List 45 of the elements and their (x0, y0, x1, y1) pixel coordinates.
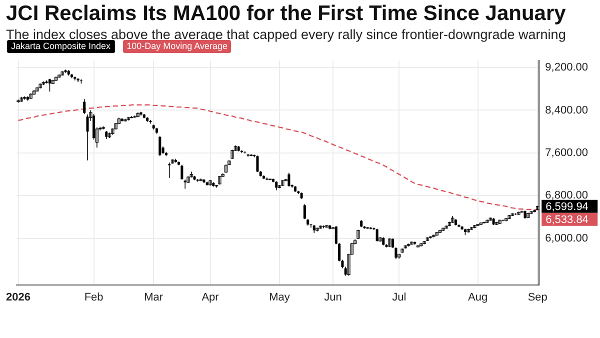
y-tick-label: 8,400.00 (545, 104, 588, 116)
candlestick (256, 155, 259, 173)
candlestick (83, 98, 86, 114)
candlestick (54, 76, 58, 82)
y-tick-label: 6,800.00 (545, 190, 588, 202)
candlestick (158, 135, 162, 157)
candlestick (420, 242, 423, 247)
candlestick (356, 229, 360, 240)
candlestick (168, 162, 171, 178)
candlestick (303, 204, 306, 220)
candlestick (376, 228, 378, 242)
x-tick-label: 2026 (6, 291, 30, 304)
candlestick (48, 78, 51, 92)
x-tick-label: May (269, 291, 290, 304)
x-tick-label: Jul (392, 291, 406, 304)
candlestick (394, 247, 398, 260)
candlestick (504, 218, 508, 222)
y-tick-label: 7,600.00 (545, 146, 588, 159)
candlestick (288, 172, 290, 187)
candlestick (451, 216, 454, 224)
annotation: 6,599.94 (546, 200, 588, 213)
candlestick (180, 164, 184, 180)
candlestick (318, 225, 322, 230)
candlestick (275, 180, 278, 191)
annotation: 6,533.84 (546, 214, 588, 226)
x-tick-label: Feb (84, 291, 104, 304)
candlestick (126, 116, 130, 121)
candlestick (86, 114, 89, 161)
candlestick (230, 149, 234, 160)
candlestick (32, 90, 36, 96)
y-tick-label: 6,000.00 (545, 232, 588, 244)
chart-subtitle: The index closes above the average that capped every rally since frontier-downgrade warning (6, 27, 566, 42)
y-tick-label: 9,200.00 (545, 62, 588, 74)
x-tick-label: Mar (144, 291, 164, 304)
x-tick-label: Sep (528, 291, 548, 304)
text: 100-Day Moving Average (122, 40, 232, 53)
x-tick-label: Jun (324, 291, 342, 304)
x-tick-label: Aug (468, 291, 488, 304)
candlestick (224, 164, 228, 174)
candlestick (392, 238, 394, 248)
candlestick (108, 132, 112, 138)
chart-title: JCI Reclaims Its MA100 for the First Time Since January (6, 2, 566, 26)
text: Jakarta Composite Index (7, 40, 115, 53)
candlestick (184, 179, 186, 190)
x-tick-label: Apr (202, 291, 220, 304)
